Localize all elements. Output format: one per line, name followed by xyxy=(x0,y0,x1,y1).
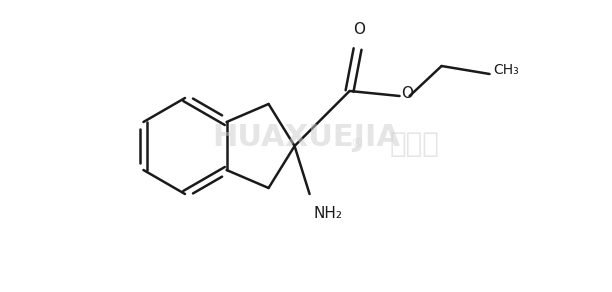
Text: O: O xyxy=(354,22,365,37)
Text: ®: ® xyxy=(350,138,362,150)
Text: NH₂: NH₂ xyxy=(313,206,343,221)
Text: O: O xyxy=(401,86,414,102)
Text: CH₃: CH₃ xyxy=(493,63,520,77)
Text: 化学加: 化学加 xyxy=(390,130,440,158)
Text: HUAXUEJIA: HUAXUEJIA xyxy=(212,123,400,152)
